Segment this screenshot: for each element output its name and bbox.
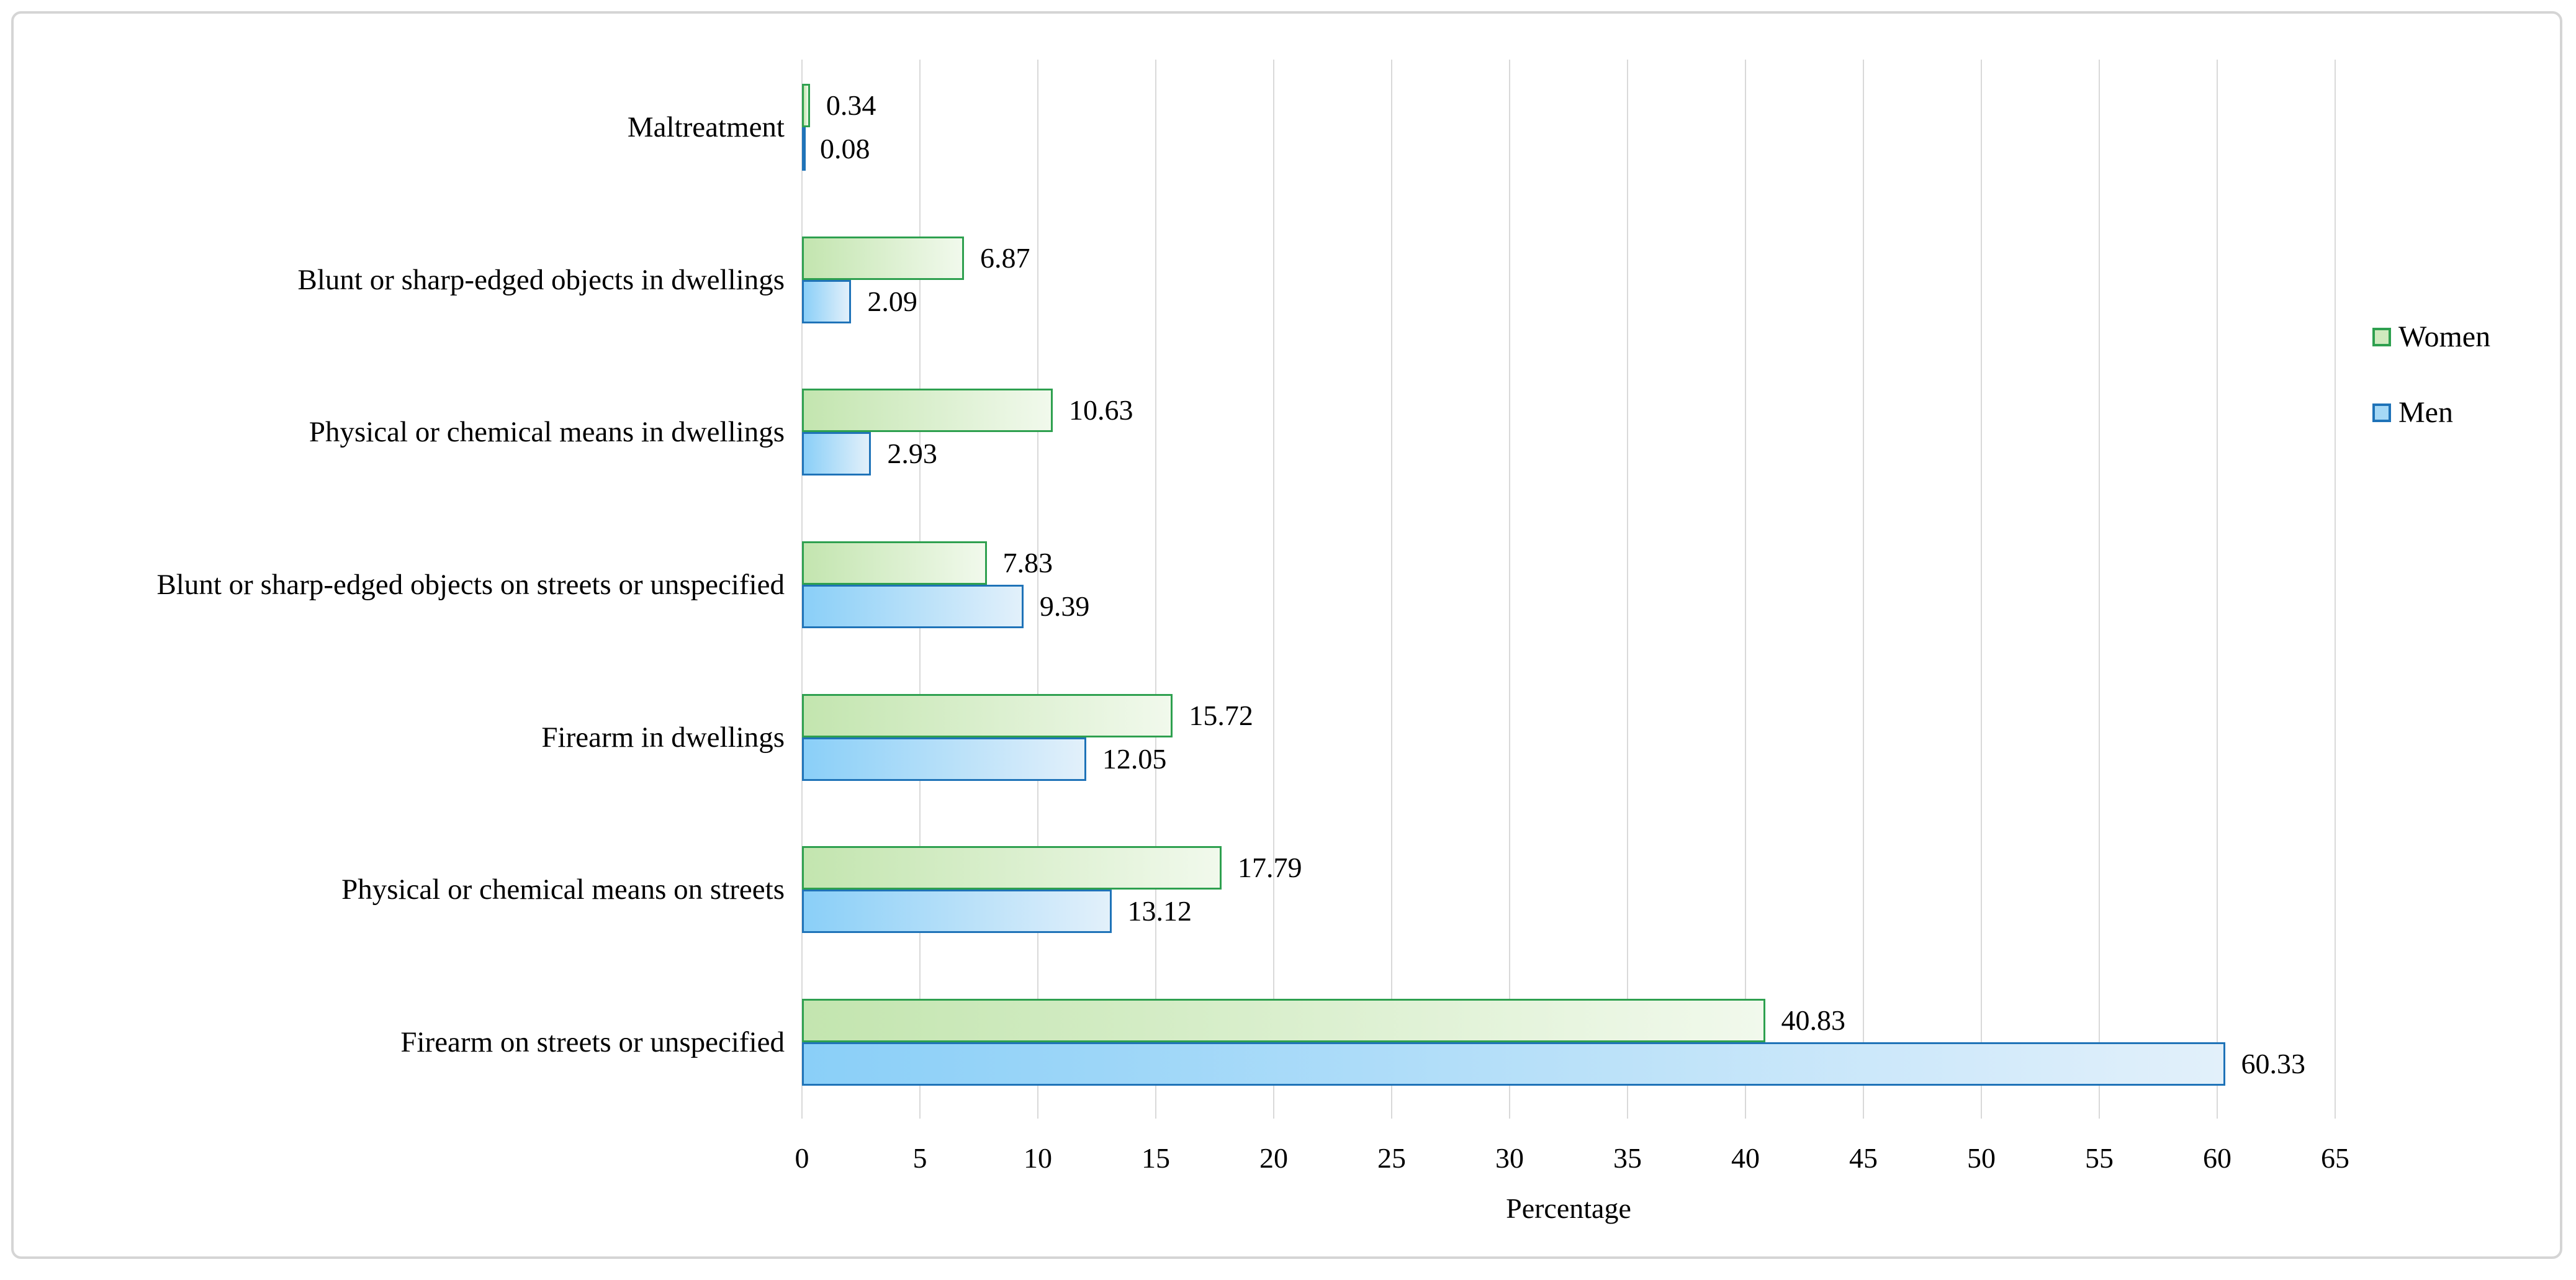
bar-women-4: [802, 693, 1173, 737]
x-tick-label-20: 20: [1259, 1142, 1288, 1174]
bar-women-6: [802, 999, 1765, 1043]
x-tick-label-55: 55: [2085, 1142, 2114, 1174]
bar-men-6: [802, 1042, 2225, 1086]
x-tick-label-35: 35: [1613, 1142, 1642, 1174]
bar-men-1: [802, 279, 852, 323]
category-label-3: Blunt or sharp-edged objects on streets …: [156, 568, 785, 601]
x-tick-label-5: 5: [912, 1142, 927, 1174]
value-label-men-6: 60.33: [2241, 1048, 2306, 1080]
x-tick-label-30: 30: [1495, 1142, 1524, 1174]
value-label-women-4: 15.72: [1189, 699, 1253, 731]
gridline-55: [2099, 60, 2100, 1119]
x-tick-label-65: 65: [2321, 1142, 2349, 1174]
category-label-1: Blunt or sharp-edged objects in dwelling…: [297, 263, 785, 296]
bar-men-3: [802, 584, 1024, 628]
gridline-45: [1863, 60, 1864, 1119]
x-tick-label-25: 25: [1377, 1142, 1406, 1174]
value-label-women-2: 10.63: [1068, 394, 1133, 426]
x-tick-label-40: 40: [1731, 1142, 1760, 1174]
x-tick-label-10: 10: [1024, 1142, 1052, 1174]
gridline-10: [1037, 60, 1038, 1119]
gridline-40: [1745, 60, 1746, 1119]
value-label-men-2: 2.93: [887, 438, 937, 470]
bar-women-5: [802, 846, 1222, 890]
x-tick-label-60: 60: [2203, 1142, 2231, 1174]
x-tick-label-45: 45: [1849, 1142, 1878, 1174]
x-tick-label-15: 15: [1142, 1142, 1170, 1174]
gridline-30: [1509, 60, 1510, 1119]
gridline-60: [2217, 60, 2218, 1119]
value-label-women-1: 6.87: [980, 241, 1030, 274]
category-label-2: Physical or chemical means in dwellings: [308, 416, 785, 449]
legend-label-men: Men: [2398, 396, 2453, 429]
bar-men-2: [802, 432, 871, 476]
x-tick-label-0: 0: [795, 1142, 809, 1174]
category-label-4: Firearm in dwellings: [541, 721, 785, 754]
legend-swatch-men-icon: [2372, 403, 2391, 422]
x-tick-label-50: 50: [1967, 1142, 1996, 1174]
category-label-0: Maltreatment: [627, 110, 785, 143]
bar-men-0: [802, 127, 806, 171]
gridline-15: [1155, 60, 1156, 1119]
bar-women-2: [802, 389, 1053, 433]
value-label-men-4: 12.05: [1102, 742, 1167, 775]
bar-men-4: [802, 737, 1086, 781]
value-label-men-1: 2.09: [867, 285, 917, 317]
category-label-5: Physical or chemical means on streets: [341, 873, 785, 906]
legend-item-women: Women: [2372, 313, 2490, 361]
bar-women-3: [802, 541, 987, 585]
gridline-65: [2335, 60, 2336, 1119]
value-label-men-0: 0.08: [820, 132, 870, 165]
x-axis-title: Percentage: [1506, 1192, 1631, 1224]
legend-swatch-women-icon: [2372, 328, 2391, 346]
value-label-women-5: 17.79: [1238, 852, 1302, 884]
legend-label-women: Women: [2398, 320, 2491, 353]
bar-women-1: [802, 236, 965, 280]
bar-women-0: [802, 83, 810, 127]
legend: Women Men: [2372, 313, 2490, 465]
value-label-women-6: 40.83: [1781, 1004, 1846, 1037]
value-label-men-3: 9.39: [1039, 590, 1090, 622]
value-label-women-0: 0.34: [826, 89, 876, 121]
gridline-35: [1627, 60, 1628, 1119]
gridline-20: [1273, 60, 1274, 1119]
gridline-25: [1391, 60, 1392, 1119]
legend-item-men: Men: [2372, 389, 2490, 436]
category-label-6: Firearm on streets or unspecified: [400, 1026, 785, 1059]
gridline-50: [1981, 60, 1982, 1119]
bar-men-5: [802, 890, 1112, 934]
value-label-women-3: 7.83: [1002, 546, 1053, 579]
value-label-men-5: 13.12: [1127, 895, 1192, 927]
